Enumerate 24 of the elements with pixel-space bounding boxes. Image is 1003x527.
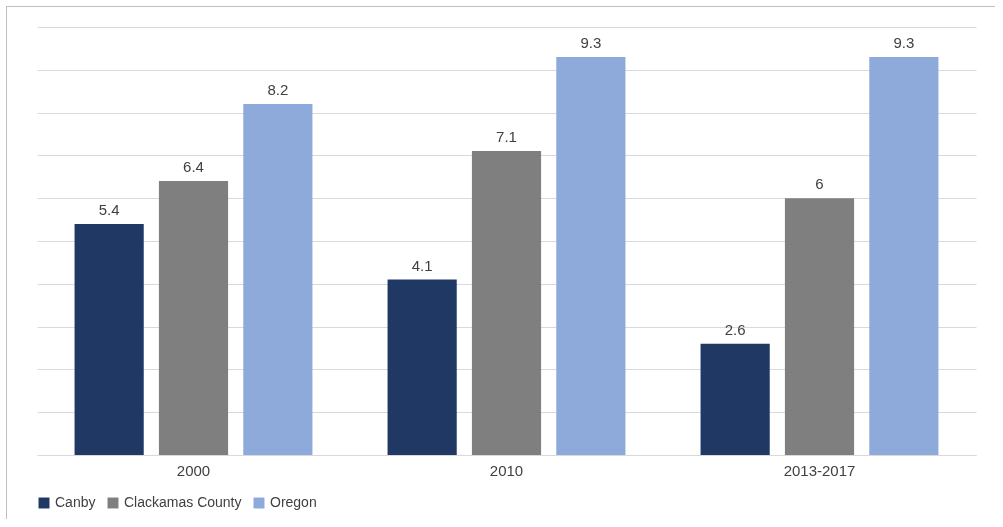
bar [387,279,457,455]
data-label: 2.6 [724,320,746,338]
data-label: 6.4 [183,158,204,176]
bar [556,56,626,455]
bar [243,104,313,455]
data-label: 9.3 [893,33,915,51]
x-tick-label: 2000 [176,461,211,479]
bar [869,56,939,455]
bar [784,198,855,455]
data-label: 8.2 [267,81,289,99]
legend-label: Clackamas County [124,494,242,510]
bar [158,181,229,455]
data-label: 6 [815,175,824,193]
legend-label: Oregon [270,494,317,510]
bar [471,151,542,455]
data-label: 4.1 [411,256,433,274]
x-tick-label: 2013-2017 [783,461,856,479]
x-tick-label: 2010 [489,461,524,479]
data-label: 5.4 [98,200,120,218]
bar [74,223,144,455]
data-label: 7.1 [496,128,517,146]
data-label: 9.3 [580,33,602,51]
legend-label: Canby [55,494,96,510]
bar [700,343,770,455]
